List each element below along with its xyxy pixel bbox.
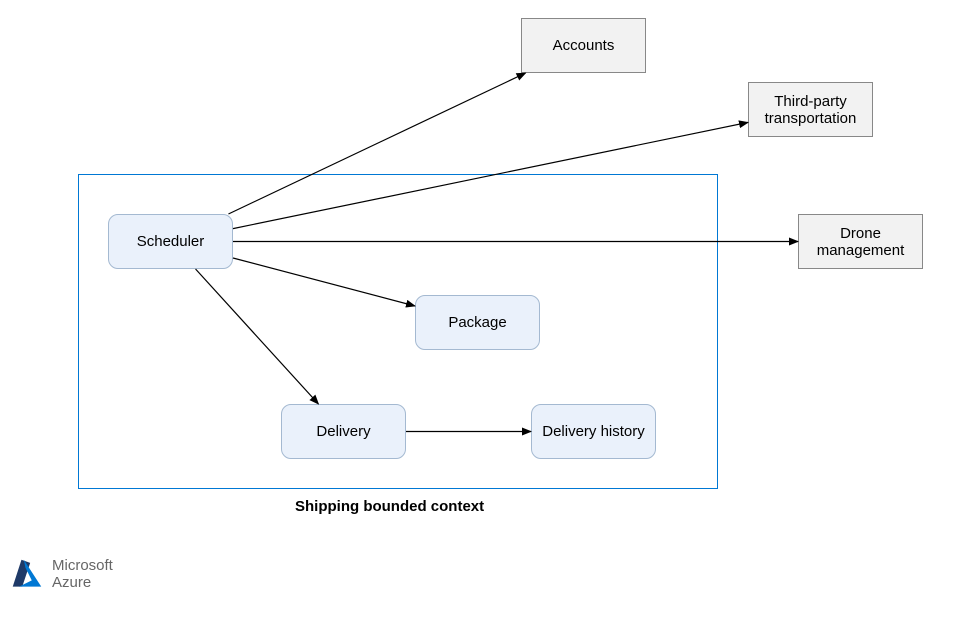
node-drone-management: Drone management bbox=[798, 214, 923, 269]
azure-logo-text: Microsoft Azure bbox=[52, 557, 113, 592]
node-delivery-history: Delivery history bbox=[531, 404, 656, 459]
node-scheduler: Scheduler bbox=[108, 214, 233, 269]
node-third-party-transportation: Third-party transportation bbox=[748, 82, 873, 137]
logo-line-2: Azure bbox=[52, 574, 113, 591]
bounded-context-label: Shipping bounded context bbox=[295, 498, 484, 515]
node-accounts: Accounts bbox=[521, 18, 646, 73]
node-delivery: Delivery bbox=[281, 404, 406, 459]
logo-line-1: Microsoft bbox=[52, 557, 113, 574]
azure-logo: Microsoft Azure bbox=[8, 555, 113, 593]
azure-logo-icon bbox=[8, 555, 46, 593]
node-package: Package bbox=[415, 295, 540, 350]
